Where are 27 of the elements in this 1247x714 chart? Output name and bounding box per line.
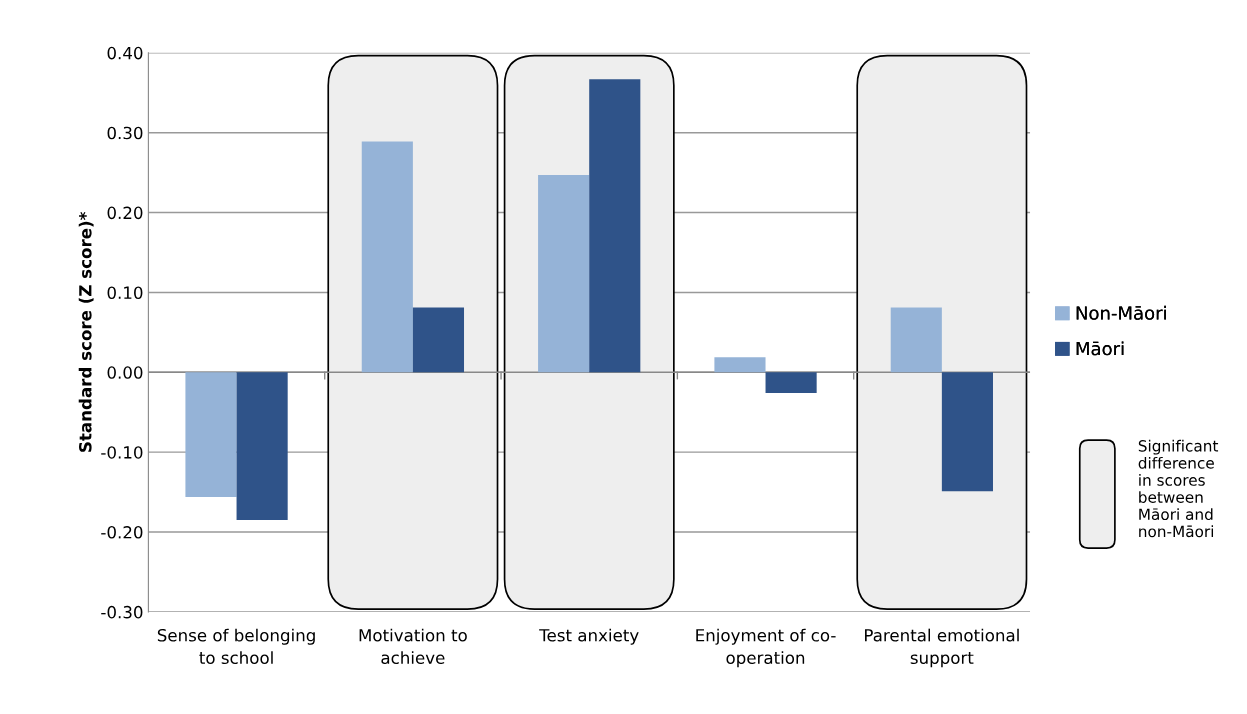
- bar: [714, 357, 766, 373]
- bar: [185, 372, 237, 497]
- y-tick-label: 0.10: [107, 286, 143, 299]
- bar: [765, 372, 817, 394]
- bar: [236, 372, 288, 521]
- bar: [890, 307, 942, 373]
- y-tick-label: 0.30: [107, 126, 143, 140]
- y-tick-label: -0.20: [101, 525, 143, 539]
- y-tick-label: -0.10: [101, 446, 143, 459]
- x-tick-label: Motivation to achieve: [359, 628, 467, 665]
- y-tick-label: 0.20: [107, 206, 143, 220]
- x-tick-label: Test anxiety: [539, 628, 639, 645]
- x-tick-label: Parental emotional support: [865, 628, 1019, 668]
- x-tick-label: Enjoyment of co-operation: [696, 628, 836, 668]
- bar: [589, 79, 641, 373]
- bar: [538, 175, 590, 373]
- bar: [941, 372, 993, 492]
- text: Significant difference in scores between Māori and non-Māori: [1138, 439, 1219, 538]
- bar: [412, 307, 465, 373]
- bar: [361, 141, 413, 373]
- y-tick-label: 0.40: [107, 46, 143, 60]
- y-axis-title: Standard score (Z score)*: [78, 212, 94, 452]
- legend-label: Māori: [1076, 341, 1124, 356]
- legend-label: Non-Māori: [1076, 305, 1166, 320]
- x-tick-label: Sense of belonging to school: [157, 628, 315, 665]
- y-tick-label: -0.30: [101, 605, 143, 619]
- y-tick-label: 0.00: [107, 366, 143, 379]
